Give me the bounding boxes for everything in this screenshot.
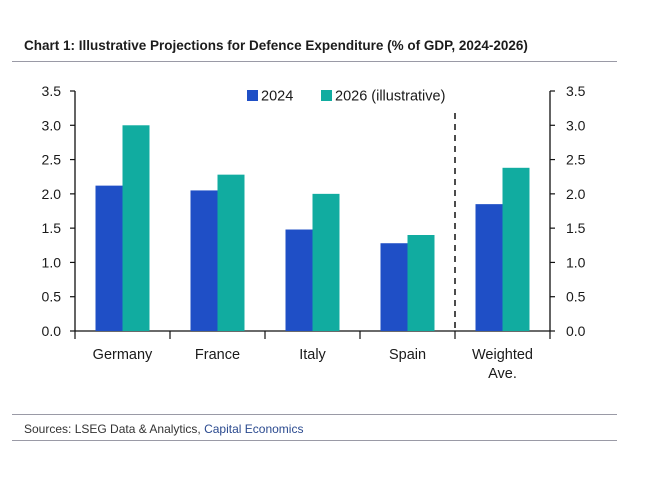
- x-tick-label: France: [195, 347, 240, 363]
- sources-top-divider: [12, 414, 617, 415]
- y-tick-label-left: 1.5: [42, 220, 62, 236]
- sources-prefix: Sources: LSEG Data & Analytics,: [24, 422, 205, 436]
- y-tick-label-left: 2.0: [42, 186, 62, 202]
- x-tick-label: Italy: [299, 347, 326, 363]
- bar-chart: 0.0 0.5 1.0 1.5 2.0 2.5 3.0 3.5 0.0 0.5 1.0 1.5 2.0 2…: [42, 83, 586, 382]
- bar-2024-spain: [380, 243, 408, 331]
- legend-swatch-2026: [321, 90, 332, 101]
- y-tick-label-right: 2.0: [566, 186, 586, 202]
- x-tick-label: Weighted: [472, 347, 533, 363]
- bar-2024-france: [190, 190, 218, 331]
- sources-link[interactable]: Capital Economics: [204, 422, 304, 436]
- y-tick-label-left: 3.5: [42, 83, 62, 99]
- y-tick-label-right: 1.5: [566, 220, 586, 236]
- bar-2026-germany: [122, 125, 150, 332]
- y-tick-label-left: 0.5: [42, 289, 62, 305]
- chart-ticks: 0.0 0.5 1.0 1.5 2.0 2.5 3.0 3.5 0.0 0.5 1.0 1.5 2.0 2…: [42, 83, 586, 382]
- y-tick-label-left: 0.0: [42, 323, 62, 339]
- legend-swatch-2024: [247, 90, 258, 101]
- y-tick-label-left: 3.0: [42, 117, 62, 133]
- y-tick-label-right: 2.5: [566, 152, 586, 168]
- chart-title: Chart 1: Illustrative Projections for De…: [24, 38, 528, 53]
- y-tick-label-right: 0.5: [566, 289, 586, 305]
- legend-label-2026: 2026 (illustrative): [335, 89, 445, 105]
- sources-note: Sources: LSEG Data & Analytics, Capital …: [24, 422, 303, 436]
- x-tick-label: Ave.: [488, 366, 517, 382]
- bar-2026-italy: [312, 193, 340, 331]
- chart-legend: 2024 2026 (illustrative): [247, 89, 445, 105]
- y-tick-label-left: 2.5: [42, 152, 62, 168]
- y-tick-label-right: 0.0: [566, 323, 586, 339]
- bar-2024-weighted-ave: [475, 204, 503, 331]
- bar-2026-spain: [407, 235, 435, 331]
- bar-2026-france: [217, 174, 245, 331]
- x-tick-label: Germany: [93, 347, 153, 363]
- legend-label-2024: 2024: [261, 89, 293, 105]
- bar-2024-germany: [95, 185, 123, 331]
- sources-bottom-divider: [12, 440, 617, 441]
- y-tick-label-left: 1.0: [42, 254, 62, 270]
- chart-bars: [95, 125, 530, 332]
- bar-2026-weighted-ave: [502, 167, 530, 331]
- y-tick-label-right: 1.0: [566, 254, 586, 270]
- y-tick-label-right: 3.0: [566, 117, 586, 133]
- bar-2024-italy: [285, 229, 313, 331]
- title-divider: [12, 61, 617, 62]
- y-tick-label-right: 3.5: [566, 83, 586, 99]
- x-tick-label: Spain: [389, 347, 426, 363]
